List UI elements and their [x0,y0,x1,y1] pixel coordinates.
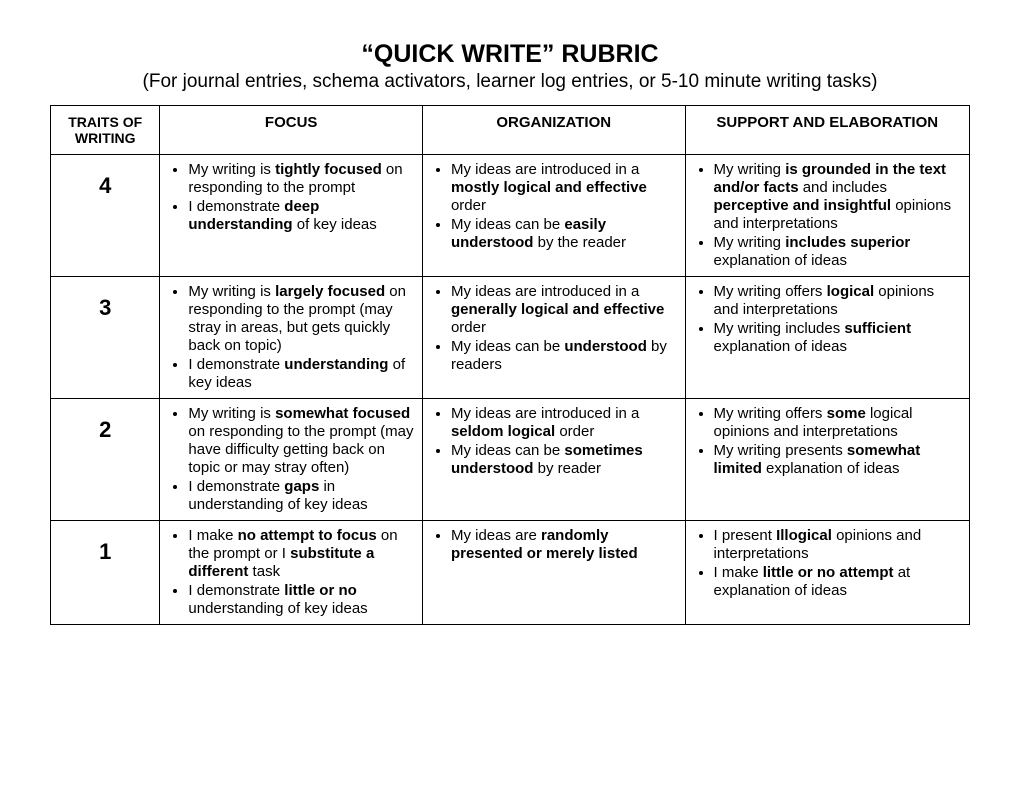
list-item: I demonstrate deep understanding of key … [188,198,416,234]
list-item: My ideas are randomly presented or merel… [451,527,679,563]
bullet-list: My writing offers logical opinions and i… [692,283,963,356]
support-cell: My writing offers some logical opinions … [685,399,969,521]
list-item: I make no attempt to focus on the prompt… [188,527,416,581]
bullet-list: My ideas are introduced in a generally l… [429,283,679,374]
table-row: 2 My writing is somewhat focused on respo… [51,399,970,521]
list-item: My ideas are introduced in a seldom logi… [451,405,679,441]
list-item: I demonstrate understanding of key ideas [188,356,416,392]
level-cell: 1 [51,521,160,625]
focus-cell: I make no attempt to focus on the prompt… [160,521,423,625]
table-header-row: TRAITS OF WRITING FOCUS ORGANIZATION SUP… [51,106,970,155]
list-item: My writing is somewhat focused on respon… [188,405,416,477]
list-item: My writing includes sufficient explanati… [714,320,963,356]
bullet-list: My ideas are randomly presented or merel… [429,527,679,563]
header-focus: FOCUS [160,106,423,155]
list-item: My ideas are introduced in a mostly logi… [451,161,679,215]
bullet-list: My writing is somewhat focused on respon… [166,405,416,514]
rubric-table: TRAITS OF WRITING FOCUS ORGANIZATION SUP… [50,105,970,625]
list-item: I make little or no attempt at explanati… [714,564,963,600]
header-organization: ORGANIZATION [422,106,685,155]
focus-cell: My writing is somewhat focused on respon… [160,399,423,521]
bullet-list: My ideas are introduced in a mostly logi… [429,161,679,252]
list-item: My ideas can be understood by readers [451,338,679,374]
bullet-list: My writing is largely focused on respond… [166,283,416,392]
organization-cell: My ideas are introduced in a seldom logi… [422,399,685,521]
bullet-list: My writing is grounded in the text and/o… [692,161,963,270]
list-item: My writing is tightly focused on respond… [188,161,416,197]
level-cell: 2 [51,399,160,521]
level-cell: 3 [51,277,160,399]
header-support: SUPPORT AND ELABORATION [685,106,969,155]
list-item: My writing includes superior explanation… [714,234,963,270]
support-cell: My writing offers logical opinions and i… [685,277,969,399]
table-row: 1 I make no attempt to focus on the promp… [51,521,970,625]
list-item: My writing offers logical opinions and i… [714,283,963,319]
bullet-list: I present Illogical opinions and interpr… [692,527,963,600]
bullet-list: My writing offers some logical opinions … [692,405,963,478]
list-item: My ideas are introduced in a generally l… [451,283,679,337]
list-item: My writing is grounded in the text and/o… [714,161,963,233]
bullet-list: My writing is tightly focused on respond… [166,161,416,234]
page-title: “QUICK WRITE” RUBRIC [50,40,970,69]
list-item: I demonstrate gaps in understanding of k… [188,478,416,514]
level-cell: 4 [51,155,160,277]
list-item: I demonstrate little or no understanding… [188,582,416,618]
organization-cell: My ideas are introduced in a generally l… [422,277,685,399]
bullet-list: My ideas are introduced in a seldom logi… [429,405,679,478]
focus-cell: My writing is largely focused on respond… [160,277,423,399]
header-traits: TRAITS OF WRITING [51,106,160,155]
list-item: My ideas can be easily understood by the… [451,216,679,252]
rubric-body: 4 My writing is tightly focused on respon… [51,155,970,625]
organization-cell: My ideas are randomly presented or merel… [422,521,685,625]
organization-cell: My ideas are introduced in a mostly logi… [422,155,685,277]
list-item: I present Illogical opinions and interpr… [714,527,963,563]
support-cell: I present Illogical opinions and interpr… [685,521,969,625]
list-item: My writing presents somewhat limited exp… [714,442,963,478]
bullet-list: I make no attempt to focus on the prompt… [166,527,416,618]
list-item: My writing is largely focused on respond… [188,283,416,355]
list-item: My ideas can be sometimes understood by … [451,442,679,478]
list-item: My writing offers some logical opinions … [714,405,963,441]
table-row: 3 My writing is largely focused on respon… [51,277,970,399]
support-cell: My writing is grounded in the text and/o… [685,155,969,277]
page-subtitle: (For journal entries, schema activators,… [50,71,970,93]
table-row: 4 My writing is tightly focused on respon… [51,155,970,277]
focus-cell: My writing is tightly focused on respond… [160,155,423,277]
